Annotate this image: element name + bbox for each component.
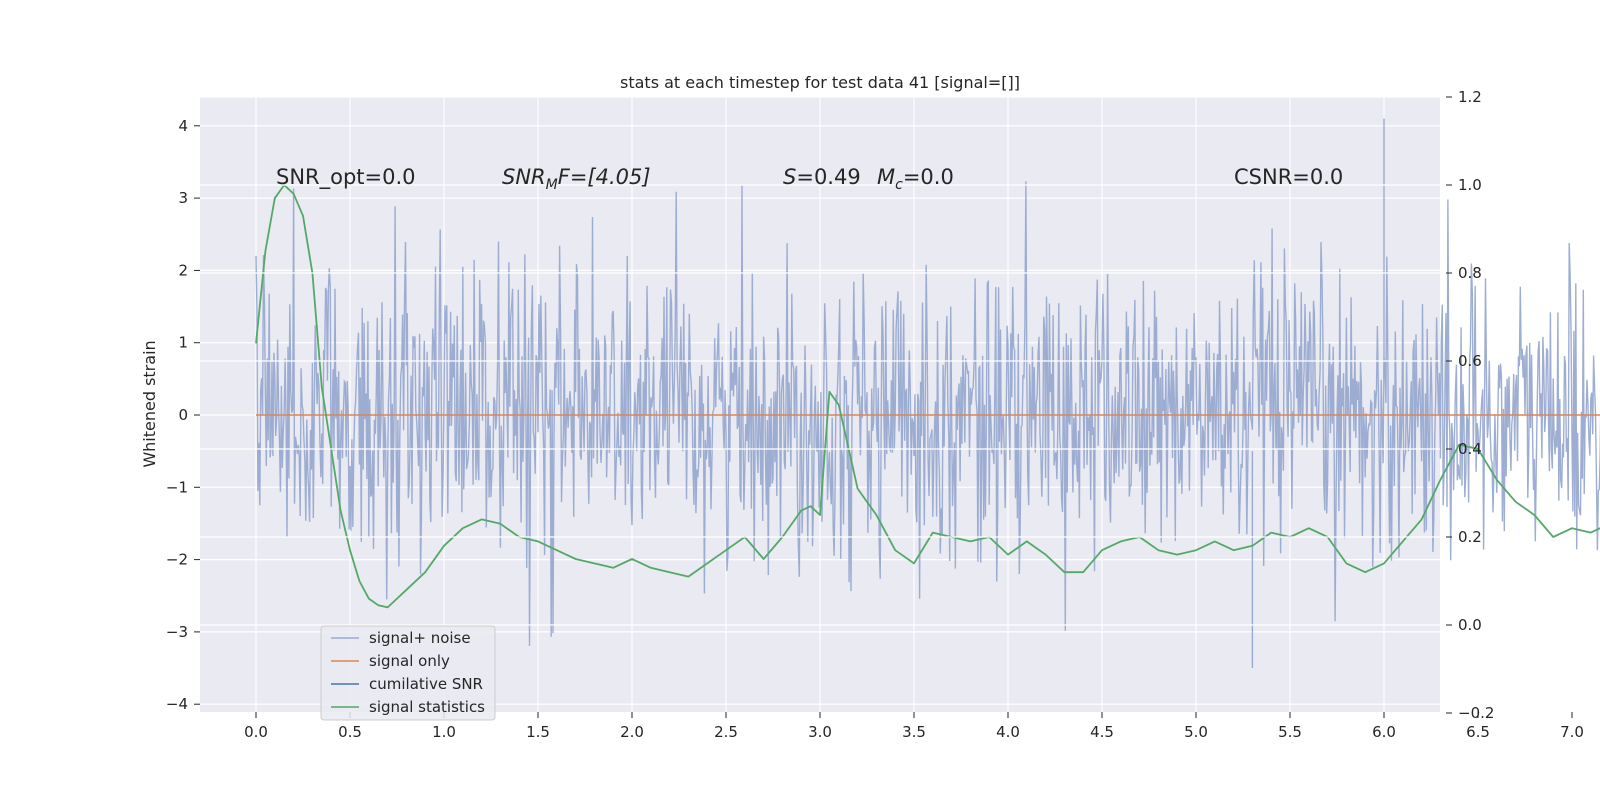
annotation-mc-value: =0.0	[903, 165, 954, 189]
annotation-s-value: =0.49	[796, 165, 860, 189]
y-tick-label: −4	[166, 695, 188, 713]
annotation-mc-label: M	[877, 165, 895, 189]
y-tick-label: 2	[178, 261, 188, 279]
x-tick-label: 3.0	[808, 723, 832, 741]
y-tick-label: −1	[166, 478, 188, 496]
right-axis-grid-lines	[200, 96, 1440, 714]
annotations: SNR_opt=0.0 SNRMF=[4.05] S=0.49 Mc=0.0 C…	[276, 165, 1343, 193]
y2-tick-label: 0.4	[1458, 440, 1482, 458]
x-tick-label: 6.5	[1466, 723, 1490, 741]
x-tick-label: 0.0	[244, 723, 268, 741]
y-tick-label: 4	[178, 117, 188, 135]
x-tick-label: 1.5	[526, 723, 550, 741]
x-tick-label: 5.5	[1278, 723, 1302, 741]
x-tick-label: 2.5	[714, 723, 738, 741]
x-tick-label: 1.0	[432, 723, 456, 741]
y-axis-label: Whitened strain	[140, 340, 159, 467]
signal-statistics-line	[255, 184, 1600, 609]
legend-frame	[320, 625, 496, 721]
y2-tick-label: 0.8	[1458, 264, 1482, 282]
annotation-snr-mf-sub: M	[546, 177, 558, 193]
y2-tick-label: 1.0	[1458, 176, 1482, 194]
annotation-s: S=0.49	[783, 165, 861, 189]
y2-tick-label: 0.6	[1458, 352, 1482, 370]
x-axis-ticks: 0.0 0.5 1.0 1.5 2.0 2.5 3.0 3.5 4.0 4.5 5.0 5.5 6.0 6…	[244, 712, 1584, 741]
legend: signal+ noise signal only cumilative SNR…	[320, 625, 496, 721]
y-tick-label: 0	[178, 406, 188, 424]
x-tick-label: 0.5	[338, 723, 362, 741]
annotation-snr-opt: SNR_opt=0.0	[276, 165, 416, 190]
y2-tick-label: −0.2	[1458, 704, 1494, 722]
legend-label-signal-only: signal only	[369, 652, 450, 670]
annotation-s-label: S	[783, 165, 796, 189]
x-tick-label: 7.0	[1560, 723, 1584, 741]
annotation-csnr: CSNR=0.0	[1234, 165, 1343, 189]
legend-label-signal-statistics: signal statistics	[369, 698, 485, 716]
y-tick-label: −3	[166, 623, 188, 641]
annotation-snr-mf: SNRMF=[4.05]	[502, 165, 651, 193]
signal-statistics-series	[255, 184, 1600, 609]
signal-noise-series	[255, 118, 1600, 669]
annotation-snr-mf-suffix: F=[4.05]	[558, 165, 651, 189]
legend-label-cumulative-snr: cumilative SNR	[369, 675, 483, 693]
annotation-snr-mf-prefix: SNR	[502, 165, 546, 189]
y-tick-label: 1	[178, 334, 188, 352]
y2-tick-label: 1.2	[1458, 88, 1482, 106]
x-tick-label: 3.5	[902, 723, 926, 741]
x-tick-label: 2.0	[620, 723, 644, 741]
x-tick-label: 4.5	[1090, 723, 1114, 741]
y-tick-label: −2	[166, 551, 188, 569]
legend-label-signal-noise: signal+ noise	[369, 629, 471, 647]
annotation-mc-sub: c	[895, 177, 903, 193]
x-tick-label: 4.0	[996, 723, 1020, 741]
right-y-axis-ticks: −0.2 0.0 0.2 0.4 0.6 0.8 1.0 1.2	[1446, 88, 1494, 722]
y2-tick-label: 0.0	[1458, 616, 1482, 634]
y-tick-label: 3	[178, 189, 188, 207]
x-tick-label: 5.0	[1184, 723, 1208, 741]
chart-title: stats at each timestep for test data 41 …	[620, 73, 1020, 92]
y2-tick-label: 0.2	[1458, 528, 1482, 546]
x-tick-label: 6.0	[1372, 723, 1396, 741]
y-axis-ticks: −4 −3 −2 −1 0 1 2 3 4	[166, 117, 200, 713]
annotation-mc: Mc=0.0	[877, 165, 954, 193]
